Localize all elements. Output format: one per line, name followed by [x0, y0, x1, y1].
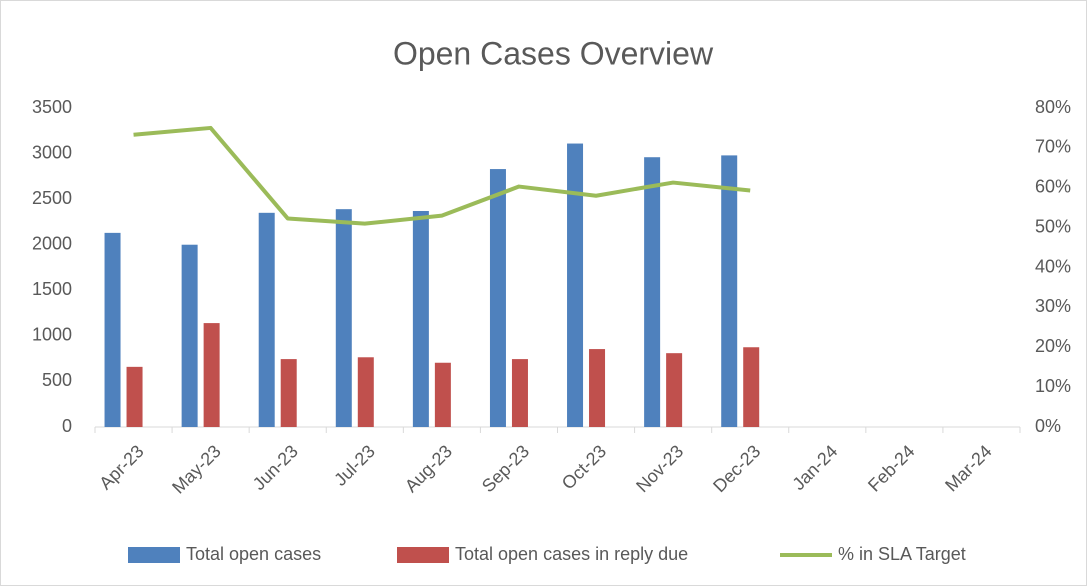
bar — [489, 169, 506, 427]
y2-tick-label: 30% — [1035, 296, 1071, 316]
bar — [203, 323, 220, 427]
y2-tick-label: 60% — [1035, 177, 1071, 197]
bar — [335, 209, 352, 427]
y-tick-label: 0 — [62, 416, 72, 436]
legend-label: % in SLA Target — [838, 544, 966, 564]
legend-label: Total open cases in reply due — [455, 544, 688, 564]
y2-tick-label: 80% — [1035, 97, 1071, 117]
bar — [126, 366, 143, 427]
legend-swatch — [128, 547, 180, 563]
bar — [567, 143, 584, 427]
bar — [743, 347, 760, 427]
bar — [434, 362, 451, 427]
bar — [258, 212, 275, 427]
y2-tick-label: 40% — [1035, 256, 1071, 276]
bar — [644, 157, 661, 427]
y-tick-label: 1500 — [32, 279, 72, 299]
legend-swatch — [397, 547, 449, 563]
y-tick-label: 1000 — [32, 325, 72, 345]
y-tick-label: 3000 — [32, 142, 72, 162]
y2-tick-label: 70% — [1035, 137, 1071, 157]
chart-title: Open Cases Overview — [393, 35, 714, 71]
bar — [357, 357, 374, 427]
y-tick-label: 3500 — [32, 97, 72, 117]
bar — [280, 359, 297, 427]
y2-tick-label: 0% — [1035, 416, 1061, 436]
bar — [511, 359, 528, 427]
y2-tick-label: 20% — [1035, 336, 1071, 356]
legend-label: Total open cases — [186, 544, 321, 564]
bar — [104, 232, 121, 427]
y-tick-label: 500 — [42, 370, 72, 390]
y-tick-label: 2000 — [32, 233, 72, 253]
bar — [181, 244, 198, 427]
bar — [721, 155, 738, 427]
y2-tick-label: 50% — [1035, 216, 1071, 236]
bar — [589, 349, 606, 427]
bar — [666, 353, 683, 427]
y-tick-label: 2500 — [32, 188, 72, 208]
y2-tick-label: 10% — [1035, 376, 1071, 396]
bar — [412, 210, 429, 427]
line — [133, 125, 751, 226]
